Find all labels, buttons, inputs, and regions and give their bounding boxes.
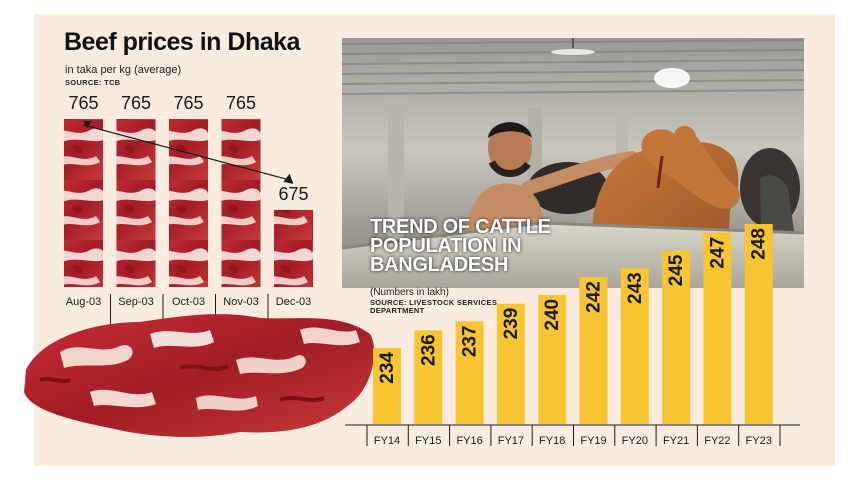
- beef-month-label: Oct-03: [172, 296, 205, 308]
- beef-month-label: Dec-03: [276, 296, 311, 308]
- beef-price-bar: [274, 209, 313, 287]
- beef-price-data-label: 765: [173, 93, 203, 113]
- cattle-population-bar: [620, 268, 649, 424]
- beef-meat-pile-image: [24, 314, 375, 437]
- beef-trend-arrowhead-end: [283, 173, 294, 184]
- beef-month-label: Sep-03: [118, 296, 153, 308]
- cattle-population-data-label: 240: [542, 299, 563, 331]
- cattle-population-data-label: 236: [418, 334, 439, 366]
- beef-price-bar: [116, 119, 156, 287]
- cattle-population-data-label: 245: [666, 254, 687, 286]
- cattle-population-data-label: 234: [377, 352, 398, 384]
- beef-price-data-label: 675: [278, 184, 308, 204]
- beef-price-bar: [169, 119, 208, 287]
- beef-price-bar: [221, 119, 261, 287]
- beef-price-bar: [64, 119, 103, 287]
- cattle-chart-source: SOURCE: LIVESTOCK SERVICES DEPARTMENT: [370, 298, 498, 315]
- cattle-fy-label: FY16: [456, 435, 482, 447]
- cattle-population-bar: [579, 277, 608, 424]
- beef-price-data-label: 765: [226, 93, 256, 113]
- beef-trend-arrow: [83, 124, 290, 181]
- cattle-chart-units: (Numbers in lakh): [370, 287, 449, 298]
- cattle-population-data-label: 237: [460, 325, 481, 357]
- red-cow-figure: [592, 125, 740, 252]
- beef-month-label: Nov-03: [223, 296, 258, 308]
- ceiling-fan-icon: [551, 38, 595, 55]
- cattle-population-bar: [414, 330, 443, 424]
- cattle-fy-label: FY19: [580, 435, 606, 447]
- cattle-population-chart: 234 FY14 236 FY15 237 FY16 239 FY17 240 FY18 242 FY…: [345, 224, 800, 447]
- cattle-fy-label: FY17: [498, 435, 524, 447]
- beef-month-label: Aug-03: [66, 296, 101, 308]
- cattle-fy-label: FY14: [374, 435, 400, 447]
- beef-chart-subtitle: in taka per kg (average): [65, 64, 182, 76]
- cattle-fy-label: FY20: [622, 435, 648, 447]
- cattle-population-bar: [662, 250, 691, 424]
- beef-price-chart: 765 Aug-03 765 Sep-03 765 Oct-03 765 Nov-03 675 D…: [64, 93, 313, 352]
- cattle-fy-label: FY21: [663, 435, 689, 447]
- cattle-population-data-label: 248: [749, 228, 770, 260]
- cattle-population-data-label: 239: [501, 308, 522, 340]
- cattle-fy-label: FY15: [415, 435, 441, 447]
- cattle-population-bar: [538, 294, 567, 424]
- cattle-population-data-label: 247: [707, 237, 728, 269]
- cattle-population-bar: [455, 321, 484, 424]
- cattle-population-bar: [703, 232, 732, 424]
- cattle-fy-label: FY22: [704, 435, 730, 447]
- cattle-chart-title: TREND OF CATTLE POPULATION IN BANGLADESH: [370, 216, 551, 276]
- beef-price-data-label: 765: [68, 93, 98, 113]
- cattle-population-bar: [496, 303, 525, 424]
- beef-chart-title: Beef prices in Dhaka: [64, 28, 300, 56]
- cattle-population-data-label: 242: [584, 281, 605, 313]
- beef-price-data-label: 765: [121, 93, 151, 113]
- beef-trend-arrowhead-start: [83, 121, 92, 128]
- cattle-population-bar: [744, 224, 773, 424]
- cattle-fy-label: FY23: [746, 435, 772, 447]
- beef-chart-source: SOURCE: TCB: [65, 78, 121, 87]
- cattle-fy-label: FY18: [539, 435, 565, 447]
- cattle-population-data-label: 243: [625, 272, 646, 304]
- cattle-population-bar: [373, 348, 401, 424]
